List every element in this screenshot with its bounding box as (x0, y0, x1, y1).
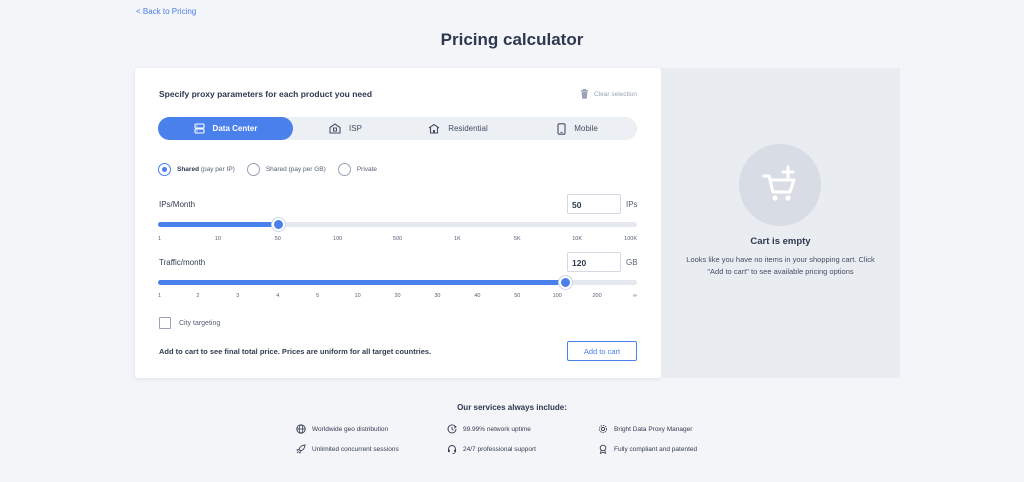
tab-mobile-label: Mobile (574, 124, 598, 133)
tab-mobile[interactable]: Mobile (518, 117, 637, 140)
service-item: 99.99% network uptime (447, 424, 531, 434)
radio-shared-per-ip-label: Shared (177, 166, 200, 173)
ips-slider-fill (158, 222, 278, 227)
back-to-pricing-link[interactable]: < Back to Pricing (136, 7, 197, 16)
service-label: Bright Data Proxy Manager (614, 425, 693, 433)
clear-selection-button[interactable]: Clear selection (580, 89, 637, 99)
ips-month-label: IPs/Month (159, 200, 196, 209)
globe-icon (296, 424, 306, 434)
city-targeting-label: City targeting (179, 319, 221, 327)
service-item: Unlimited concurrent sessions (296, 444, 399, 454)
traffic-tick-label: 100 (552, 293, 562, 299)
calculator-card: Specify proxy parameters for each produc… (135, 68, 661, 378)
service-label: Unlimited concurrent sessions (312, 445, 399, 453)
ips-slider[interactable] (158, 218, 637, 231)
cart-add-icon (762, 165, 796, 201)
city-targeting-checkbox[interactable]: City targeting (159, 317, 220, 329)
traffic-slider[interactable] (158, 276, 637, 289)
cart-illustration (739, 144, 821, 226)
card-heading: Specify proxy parameters for each produc… (159, 89, 373, 99)
traffic-tick-label: 200 (592, 293, 602, 299)
traffic-tick-label: 20 (394, 293, 401, 299)
ips-tick-label: 50 (274, 236, 281, 242)
radio-shared-per-gb-label: Shared (pay per GB) (265, 166, 326, 173)
traffic-tick-label: 4 (276, 293, 280, 299)
service-label: Fully compliant and patented (614, 445, 698, 453)
service-item: Fully compliant and patented (598, 444, 697, 454)
traffic-tick-label: 50 (514, 293, 521, 299)
clear-selection-label: Clear selection (594, 90, 637, 98)
service-item: Bright Data Proxy Manager (598, 424, 692, 434)
traffic-slider-ticks: 1 2 3 4 5 10 20 30 40 50 100 200 ∞ (158, 293, 637, 303)
award-icon (599, 444, 607, 454)
traffic-tick-label: ∞ (633, 293, 637, 299)
radio-indicator (246, 163, 260, 176)
traffic-tick-label: 30 (434, 293, 441, 299)
ip-type-options: Shared (pay per IP) Shared (pay per GB) … (158, 163, 389, 176)
server-icon (193, 123, 205, 134)
cart-panel: Cart is empty Looks like you have no ite… (661, 68, 900, 378)
radio-shared-per-ip[interactable]: Shared (pay per IP) (158, 163, 235, 176)
tab-data-center[interactable]: Data Center (158, 117, 293, 140)
service-label: 99.99% network uptime (463, 425, 531, 433)
traffic-input[interactable]: 120 (567, 252, 621, 272)
traffic-slider-fill (158, 280, 566, 285)
traffic-tick-label: 5 (316, 293, 320, 299)
cart-empty-description: Looks like you have no items in your sho… (686, 255, 875, 276)
services-title: Our services always include: (457, 403, 567, 412)
ips-tick-label: 10 (214, 236, 221, 242)
radio-indicator (337, 163, 351, 176)
tab-residential[interactable]: Residential (398, 117, 518, 140)
traffic-slider-handle[interactable] (559, 276, 573, 289)
headset-icon (448, 445, 456, 454)
radio-shared-per-gb[interactable]: Shared (pay per GB) (246, 163, 326, 176)
cart-empty-title: Cart is empty (750, 236, 811, 247)
tab-isp[interactable]: ISP (293, 117, 398, 140)
ips-slider-ticks: 1 10 50 100 500 1K 5K 10K 100K (158, 236, 637, 246)
traffic-unit: GB (626, 258, 638, 267)
traffic-tick-label: 2 (196, 293, 200, 299)
ips-slider-handle[interactable] (271, 218, 285, 231)
traffic-month-label: Traffic/month (159, 258, 206, 267)
radio-shared-per-ip-note: (pay per IP) (200, 166, 235, 173)
radio-indicator-selected (158, 163, 171, 176)
ips-tick-label: 5K (513, 236, 521, 242)
ips-tick-label: 1K (454, 236, 461, 242)
checkbox-box (159, 317, 171, 329)
radio-private-label: Private (356, 166, 378, 173)
traffic-tick-label: 10 (354, 293, 361, 299)
ips-tick-label: 10K (572, 236, 583, 242)
ips-input[interactable]: 50 (567, 194, 621, 214)
traffic-tick-label: 3 (236, 293, 240, 299)
tab-data-center-label: Data Center (212, 124, 258, 133)
ips-unit: IPs (626, 200, 638, 209)
house-icon (428, 123, 440, 134)
uptime-icon (447, 424, 457, 434)
ips-tick-label: 100 (333, 236, 343, 242)
traffic-tick-label: 1 (158, 293, 162, 299)
service-label: Worldwide geo distribution (312, 425, 389, 433)
tab-residential-label: Residential (448, 124, 488, 133)
service-item: Worldwide geo distribution (296, 424, 388, 434)
ips-tick-label: 1 (158, 236, 162, 242)
ips-tick-label: 500 (392, 236, 403, 242)
tab-isp-label: ISP (349, 124, 362, 133)
radio-private[interactable]: Private (337, 163, 378, 176)
service-label: 24/7 professional support (463, 445, 536, 453)
rocket-icon (296, 444, 306, 454)
trash-icon (581, 89, 588, 99)
ips-tick-label: 100K (624, 236, 637, 242)
traffic-tick-label: 40 (474, 293, 481, 299)
price-note: Add to cart to see final total price. Pr… (159, 347, 432, 356)
building-icon (329, 123, 341, 134)
add-to-cart-button[interactable]: Add to cart (567, 341, 637, 361)
product-tabs: Data Center ISP Residential Mobile (158, 117, 637, 140)
page-title: Pricing calculator (440, 30, 584, 49)
mobile-icon (557, 122, 566, 135)
gear-icon (598, 424, 608, 434)
service-item: 24/7 professional support (447, 444, 536, 454)
